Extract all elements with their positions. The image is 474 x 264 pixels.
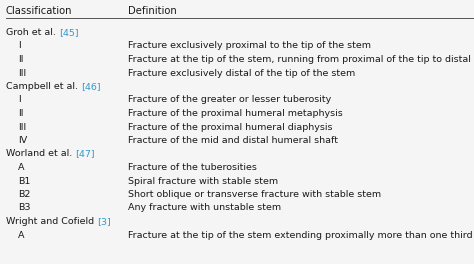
Text: Definition: Definition — [128, 6, 177, 16]
Text: Fracture of the tuberosities: Fracture of the tuberosities — [128, 163, 257, 172]
Text: II: II — [18, 55, 24, 64]
Text: Fracture of the mid and distal humeral shaft: Fracture of the mid and distal humeral s… — [128, 136, 338, 145]
Text: A: A — [18, 163, 25, 172]
Text: Fracture at the tip of the stem extending proximally more than one third: Fracture at the tip of the stem extendin… — [128, 230, 473, 239]
Text: IV: IV — [18, 136, 27, 145]
Text: B2: B2 — [18, 190, 30, 199]
Text: [3]: [3] — [97, 217, 111, 226]
Text: Fracture exclusively proximal to the tip of the stem: Fracture exclusively proximal to the tip… — [128, 41, 371, 50]
Text: Groh et al.: Groh et al. — [6, 28, 59, 37]
Text: [46]: [46] — [81, 82, 100, 91]
Text: Worland et al.: Worland et al. — [6, 149, 75, 158]
Text: Fracture exclusively distal of the tip of the stem: Fracture exclusively distal of the tip o… — [128, 68, 355, 78]
Text: A: A — [18, 230, 25, 239]
Text: [45]: [45] — [59, 28, 79, 37]
Text: Fracture at the tip of the stem, running from proximal of the tip to distal: Fracture at the tip of the stem, running… — [128, 55, 471, 64]
Text: Fracture of the greater or lesser tuberosity: Fracture of the greater or lesser tubero… — [128, 96, 331, 105]
Text: Campbell et al.: Campbell et al. — [6, 82, 81, 91]
Text: Any fracture with unstable stem: Any fracture with unstable stem — [128, 204, 281, 213]
Text: III: III — [18, 122, 26, 131]
Text: I: I — [18, 96, 21, 105]
Text: Spiral fracture with stable stem: Spiral fracture with stable stem — [128, 177, 278, 186]
Text: III: III — [18, 68, 26, 78]
Text: Short oblique or transverse fracture with stable stem: Short oblique or transverse fracture wit… — [128, 190, 381, 199]
Text: Fracture of the proximal humeral metaphysis: Fracture of the proximal humeral metaphy… — [128, 109, 343, 118]
Text: I: I — [18, 41, 21, 50]
Text: B3: B3 — [18, 204, 30, 213]
Text: II: II — [18, 109, 24, 118]
Text: Classification: Classification — [6, 6, 73, 16]
Text: B1: B1 — [18, 177, 30, 186]
Text: Fracture of the proximal humeral diaphysis: Fracture of the proximal humeral diaphys… — [128, 122, 332, 131]
Text: Wright and Cofield: Wright and Cofield — [6, 217, 97, 226]
Text: [47]: [47] — [75, 149, 95, 158]
